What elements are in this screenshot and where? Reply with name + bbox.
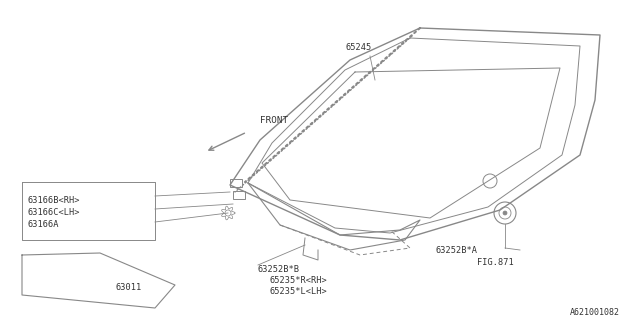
Text: FRONT: FRONT: [260, 116, 288, 125]
Text: 63252B*A: 63252B*A: [435, 246, 477, 255]
Text: 65235*R<RH>: 65235*R<RH>: [270, 276, 328, 285]
Text: 63166C<LH>: 63166C<LH>: [28, 208, 81, 217]
Bar: [230, 179, 242, 187]
Text: 65245: 65245: [345, 43, 371, 52]
Text: 63166A: 63166A: [28, 220, 60, 229]
Text: 65235*L<LH>: 65235*L<LH>: [270, 287, 328, 296]
Circle shape: [503, 211, 507, 215]
Text: 63011: 63011: [115, 283, 141, 292]
Text: 63252B*B: 63252B*B: [258, 265, 300, 274]
Text: FIG.871: FIG.871: [477, 258, 514, 267]
Text: A621001082: A621001082: [570, 308, 620, 317]
Bar: [233, 191, 245, 199]
Text: 63166B<RH>: 63166B<RH>: [28, 196, 81, 205]
